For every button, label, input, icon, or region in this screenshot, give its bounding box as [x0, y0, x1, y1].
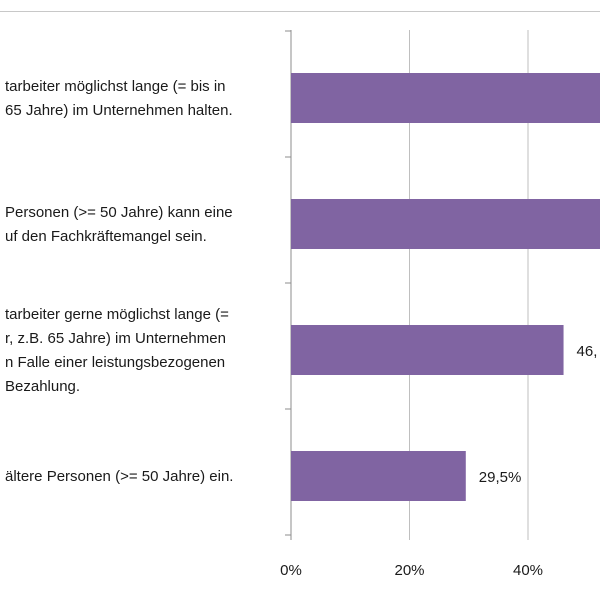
category-label-4-line-1: ältere Personen (>= 50 Jahre) ein. [5, 468, 233, 485]
chart-frame [0, 11, 600, 601]
bar-4 [291, 451, 466, 501]
data-label-4: 29,5% [479, 469, 522, 486]
category-label-3-line-4: Bezahlung. [5, 378, 80, 395]
bar-3 [291, 325, 564, 375]
category-label-1-line-1: tarbeiter möglichst lange (= bis in [5, 78, 226, 95]
x-tick-label-40pct: 40% [513, 562, 543, 579]
category-label-3-line-1: tarbeiter gerne möglichst lange (= [5, 306, 229, 323]
bar-1 [291, 73, 600, 123]
category-label-3-line-3: n Falle einer leistungsbezogenen [5, 354, 225, 371]
category-label-3-line-2: r, z.B. 65 Jahre) im Unternehmen [5, 330, 226, 347]
bar-2 [291, 199, 600, 249]
category-label-2-line-2: uf den Fachkräftemangel sein. [5, 228, 207, 245]
category-label-1-line-2: 65 Jahre) im Unternehmen halten. [5, 102, 233, 119]
category-label-2-line-1: Personen (>= 50 Jahre) kann eine [5, 204, 233, 221]
x-tick-label-0pct: 0% [280, 562, 302, 579]
x-tick-label-20pct: 20% [394, 562, 424, 579]
data-label-3: 46, [577, 343, 598, 360]
